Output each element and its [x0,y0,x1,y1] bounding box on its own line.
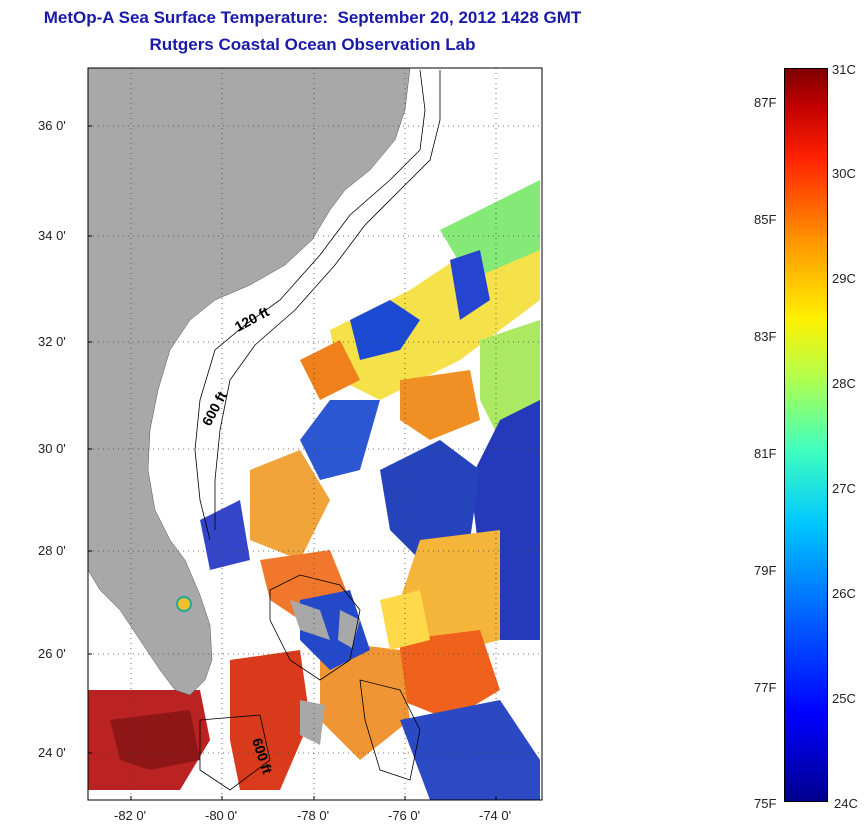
lon-tick-label: -80 0' [205,808,238,823]
colorbar-celsius-label: 27C [832,481,856,496]
lat-tick-label: 32 0' [38,334,66,349]
colorbar-fahrenheit-label: 81F [754,446,777,461]
lat-tick-label: 34 0' [38,228,66,243]
colorbar-celsius-label: 26C [832,586,856,601]
lon-tick-label: -74 0' [479,808,512,823]
colorbar-fahrenheit-label: 75F [754,796,777,811]
lon-tick-label: -78 0' [297,808,330,823]
colorbar-celsius-label: 30C [832,166,856,181]
lat-tick-label: 28 0' [38,543,66,558]
colorbar-celsius-label: 24C [834,796,858,811]
colorbar-celsius-label: 28C [832,376,856,391]
colorbar-celsius-label: 25C [832,691,856,706]
colorbar-fahrenheit-label: 85F [754,212,777,227]
colorbar-celsius-label: 29C [832,271,856,286]
lon-tick-label: -82 0' [114,808,147,823]
lat-tick-label: 30 0' [38,441,66,456]
map-subtitle: Rutgers Coastal Ocean Observation Lab [149,35,476,54]
map-frame [87,67,543,801]
map-title: MetOp-A Sea Surface Temperature: Septemb… [43,8,582,27]
colorbar-fahrenheit-label: 77F [754,680,777,695]
lake-okeechobee [176,596,192,612]
lon-tick-label: -76 0' [388,808,421,823]
lat-tick-label: 36 0' [38,118,66,133]
colorbar-fahrenheit-label: 79F [754,563,777,578]
depth-contours [194,69,441,791]
colorbar-fahrenheit-label: 83F [754,329,777,344]
temperature-colorbar [784,68,828,802]
lat-tick-label: 26 0' [38,646,66,661]
lat-lon-grid [88,68,542,800]
colorbar-celsius-label: 31C [832,62,856,77]
sst-data-layer [88,180,540,800]
axis-ticks [88,125,497,800]
bahamas-land [290,600,330,640]
lat-tick-label: 24 0' [38,745,66,760]
land-mass [88,68,411,696]
colorbar-fahrenheit-label: 87F [754,95,777,110]
